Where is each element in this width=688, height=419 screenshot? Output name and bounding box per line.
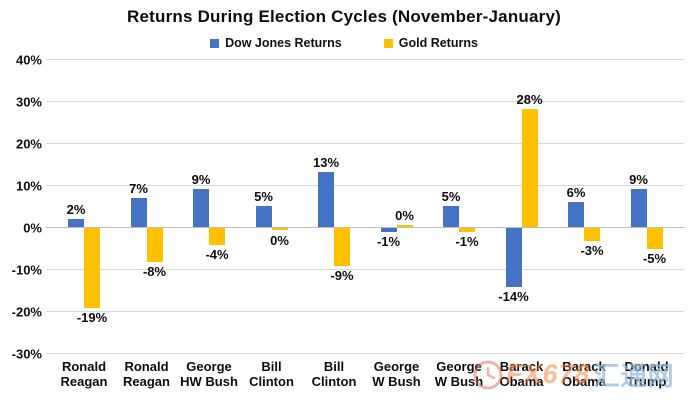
x-category-label: George W Bush — [434, 359, 484, 389]
data-label: -3% — [580, 242, 604, 258]
y-tick-label: 10% — [15, 178, 42, 193]
gridline — [46, 143, 684, 144]
data-label: -19% — [76, 309, 108, 325]
x-category-label: Barack Obama — [499, 359, 544, 389]
x-category-label: George W Bush — [372, 359, 421, 389]
bar-gold — [521, 109, 538, 227]
gold-legend-label: Gold Returns — [398, 36, 478, 50]
data-label: -4% — [205, 246, 229, 262]
x-category-label: Bill Clinton — [311, 359, 357, 389]
y-tick-label: -30% — [11, 346, 42, 361]
data-label: 5% — [254, 189, 273, 204]
gridline — [46, 227, 684, 228]
x-category-label: Barack Obama — [561, 359, 607, 389]
data-label: -5% — [642, 251, 667, 266]
legend-item-dow: Dow Jones Returns — [210, 36, 342, 50]
bar-gold — [459, 228, 475, 233]
gold-legend-swatch — [383, 38, 393, 48]
bar-gold — [334, 228, 350, 266]
data-label: -14% — [498, 288, 529, 304]
bar-gold — [271, 228, 288, 230]
x-category-label: Ronald Reagan — [60, 359, 108, 389]
bar-gold — [396, 225, 413, 227]
data-label: 0% — [395, 208, 414, 223]
gridline — [46, 101, 684, 102]
data-label: -9% — [330, 267, 354, 283]
bar-dow — [193, 189, 209, 227]
x-category-label: Ronald Reagan — [123, 359, 170, 389]
data-label: -8% — [142, 263, 167, 279]
data-label: 9% — [629, 172, 648, 188]
data-label: 9% — [191, 172, 211, 188]
dow-legend-label: Dow Jones Returns — [225, 36, 342, 50]
data-label: 0% — [270, 233, 289, 248]
y-tick-label: 20% — [15, 136, 42, 151]
data-label: 13% — [312, 155, 340, 171]
bar-gold — [209, 228, 225, 245]
gridline — [46, 185, 684, 186]
y-tick-label: -20% — [11, 304, 42, 319]
x-category-label: Donald Trump — [624, 359, 669, 389]
bar-dow — [443, 206, 459, 227]
y-tick-label: 30% — [15, 94, 42, 109]
data-label: -1% — [376, 234, 401, 250]
bar-gold — [146, 228, 163, 262]
y-tick-label: -10% — [11, 262, 42, 277]
data-label: 6% — [566, 184, 586, 200]
gridline — [46, 353, 684, 354]
y-tick-label: 0% — [23, 220, 42, 235]
bar-dow — [130, 197, 147, 227]
y-tick-label: 40% — [15, 52, 42, 67]
bar-gold — [84, 228, 100, 308]
bar-dow — [255, 206, 272, 227]
bar-dow — [568, 201, 584, 227]
x-category-label: George HW Bush — [180, 359, 238, 389]
chart-title: Returns During Election Cycles (November… — [127, 7, 561, 26]
gridline — [46, 311, 684, 312]
bar-dow — [380, 228, 397, 233]
gridline — [46, 269, 684, 270]
data-label: 2% — [66, 201, 86, 217]
bar-dow — [630, 189, 647, 227]
legend-item-gold: Gold Returns — [383, 36, 478, 50]
bar-gold — [646, 228, 663, 249]
data-label: -1% — [455, 234, 479, 250]
bar-dow — [68, 218, 84, 227]
data-label: 5% — [441, 189, 461, 204]
gridline — [46, 59, 684, 60]
data-label: 28% — [516, 92, 543, 108]
legend: Dow Jones Returns Gold Returns — [0, 36, 688, 50]
x-category-label: Bill Clinton — [249, 359, 294, 389]
dow-legend-swatch — [210, 38, 220, 48]
bar-gold — [584, 228, 600, 241]
bar-dow — [505, 228, 522, 287]
bar-dow — [318, 172, 334, 227]
data-label: 7% — [129, 180, 148, 196]
